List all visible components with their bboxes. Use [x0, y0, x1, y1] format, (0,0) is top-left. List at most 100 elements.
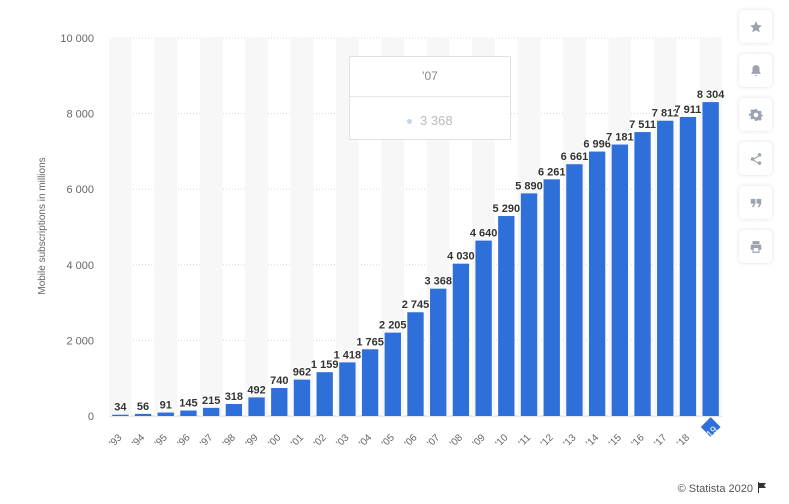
credit-text: © Statista 2020 — [677, 483, 753, 495]
x-tick-label: '09 — [471, 432, 488, 449]
bar[interactable] — [407, 312, 424, 416]
x-tick-label: '05 — [380, 432, 397, 449]
bar[interactable] — [498, 216, 515, 416]
x-tick-label: '96 — [176, 432, 193, 449]
data-label: 6 996 — [583, 139, 611, 151]
data-label: 5 890 — [515, 180, 543, 192]
bar[interactable] — [361, 349, 379, 416]
data-label: 6 661 — [561, 151, 589, 163]
bar[interactable] — [611, 144, 629, 416]
bar[interactable] — [679, 116, 697, 416]
data-label: 2 205 — [379, 320, 407, 332]
data-label: 7 811 — [652, 108, 679, 120]
x-tick-label: '06 — [403, 432, 420, 449]
x-tick-label: '16 — [630, 432, 647, 449]
bar[interactable] — [248, 397, 265, 416]
x-tick-label: '99 — [244, 432, 261, 449]
notification-button[interactable] — [739, 54, 772, 87]
bar[interactable] — [293, 379, 311, 416]
bars — [112, 102, 719, 417]
bar[interactable] — [634, 132, 651, 416]
bar[interactable] — [588, 151, 606, 416]
tooltip-series-dot — [407, 119, 413, 125]
share-icon — [750, 152, 761, 165]
bar[interactable] — [225, 403, 243, 416]
star-icon — [749, 20, 762, 32]
y-axis-ticks: 0 2 000 4 000 6 000 8 000 10 000 — [60, 33, 94, 423]
bar[interactable] — [384, 332, 401, 416]
data-label: 2 745 — [402, 299, 430, 311]
x-tick-label: '10 — [493, 432, 510, 449]
sidebar-toolbar — [739, 10, 774, 274]
data-label: 1 765 — [356, 336, 384, 348]
data-label: 492 — [247, 384, 265, 396]
x-tick-label: '93 — [107, 432, 124, 449]
bar[interactable] — [566, 164, 583, 416]
print-button[interactable] — [739, 230, 772, 263]
data-label: 215 — [202, 395, 220, 407]
data-label: 145 — [179, 398, 197, 410]
bar[interactable] — [520, 193, 538, 416]
x-tick-label: '94 — [130, 432, 147, 449]
y-tick-label: 4 000 — [66, 260, 94, 272]
bar[interactable] — [157, 412, 174, 416]
data-label: 34 — [114, 402, 127, 414]
data-label: 1 159 — [311, 359, 339, 371]
bar[interactable] — [316, 372, 333, 416]
settings-button[interactable] — [739, 98, 772, 131]
background-stripe — [109, 38, 132, 416]
share-button[interactable] — [739, 142, 772, 175]
bar[interactable] — [475, 240, 492, 416]
x-tick-label: '17 — [652, 432, 669, 449]
bar[interactable] — [657, 120, 674, 416]
y-tick-label: 10 000 — [60, 33, 94, 45]
bar[interactable] — [112, 414, 129, 416]
statista-credit[interactable]: © Statista 2020 — [678, 482, 767, 496]
data-label: 3 368 — [424, 276, 452, 288]
x-tick-label: '08 — [448, 432, 465, 449]
x-tick-label: '01 — [289, 432, 306, 449]
x-tick-label: '12 — [539, 432, 556, 449]
x-axis-ticks: '93 '94 '95 '96 '97 '98 '99 '00 '01 '02 '03 '04 '05 '… — [107, 417, 721, 449]
y-axis-label: Mobile subscriptions in millions — [37, 157, 48, 294]
data-label: 7 181 — [606, 132, 634, 144]
data-label: 1 418 — [334, 349, 362, 361]
print-icon — [750, 240, 761, 253]
x-tick-label: '11 — [517, 432, 534, 449]
tooltip: '07 3 368 — [349, 56, 511, 140]
background-stripe — [154, 38, 178, 416]
x-tick-label: '07 — [425, 432, 442, 449]
bar[interactable] — [702, 102, 719, 417]
bar[interactable] — [430, 288, 447, 416]
x-tick-label: '02 — [312, 432, 329, 449]
bar[interactable] — [202, 407, 220, 416]
data-label: 4 030 — [447, 251, 475, 263]
data-label: 6 261 — [538, 166, 566, 178]
x-tick-label: '14 — [584, 432, 601, 449]
bar[interactable] — [134, 413, 152, 416]
background-stripe — [290, 38, 314, 416]
tooltip-value: 3 368 — [420, 113, 453, 128]
x-tick-label: '13 — [562, 432, 579, 449]
data-label: 7 911 — [674, 104, 701, 116]
bar[interactable] — [339, 362, 356, 416]
x-tick-label: '18 — [675, 432, 692, 449]
favorite-button[interactable] — [739, 10, 772, 43]
bar[interactable] — [452, 263, 470, 416]
bar[interactable] — [543, 179, 560, 416]
x-tick-label: '97 — [198, 432, 215, 449]
x-tick-label: '15 — [607, 432, 624, 449]
gear-icon — [748, 108, 763, 121]
data-label: 91 — [160, 400, 172, 412]
cite-button[interactable] — [739, 186, 772, 219]
bar[interactable] — [271, 388, 288, 416]
bar[interactable] — [180, 410, 197, 416]
tooltip-category: '07 — [350, 57, 510, 97]
x-tick-label: '98 — [221, 432, 238, 449]
y-tick-label: 8 000 — [66, 109, 94, 121]
data-label: 4 640 — [470, 228, 498, 240]
x-tick-label: '00 — [266, 432, 283, 449]
background-stripe — [199, 38, 223, 416]
